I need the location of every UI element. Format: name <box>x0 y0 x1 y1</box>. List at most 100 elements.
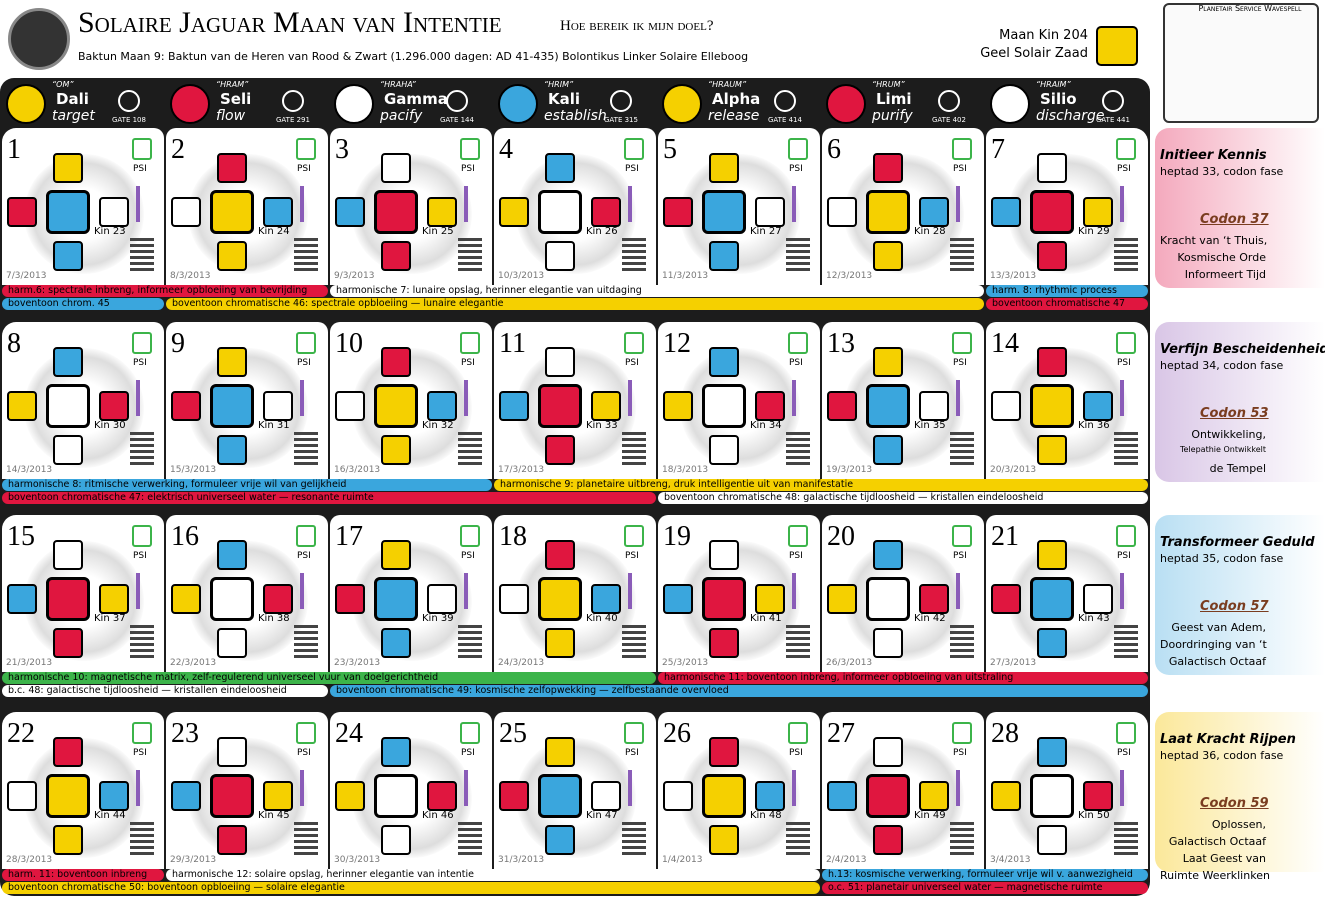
hexagram-line <box>622 444 646 447</box>
hexagram-line <box>786 238 810 241</box>
psi-label: PSI <box>625 164 639 174</box>
main-glyph <box>1030 190 1074 234</box>
hexagram-line <box>294 631 318 634</box>
glyph <box>381 241 411 271</box>
glyph <box>873 628 903 658</box>
day-action: target <box>52 108 95 124</box>
hexagram-line <box>458 432 482 435</box>
hexagram-line <box>458 840 482 843</box>
main-glyph <box>702 384 746 428</box>
codon-line: Ruimte Weerklinken <box>1160 869 1270 882</box>
hexagram-line <box>1114 649 1138 652</box>
glyph <box>381 540 411 570</box>
heptad-sub: heptad 34, codon fase <box>1160 359 1284 372</box>
hexagram-line <box>622 649 646 652</box>
psi-box <box>1116 332 1136 354</box>
psi-box <box>788 138 808 160</box>
codon-line: Telepathie Ontwikkelt <box>1180 445 1266 454</box>
rune <box>628 573 632 609</box>
main-glyph <box>1030 577 1074 621</box>
kin-label: Kin 50 <box>1078 810 1110 821</box>
harmonic-bar <box>2 492 656 504</box>
gate-icon <box>610 90 632 112</box>
hexagram-line <box>1114 438 1138 441</box>
harmonic-text: b.c. 48: galactische tijdloosheid — kris… <box>8 685 287 696</box>
hexagram-line <box>130 438 154 441</box>
psi-box <box>132 722 152 744</box>
psi-box <box>624 332 644 354</box>
glyph <box>381 347 411 377</box>
rune <box>300 770 304 806</box>
kin-label: Kin 47 <box>586 810 618 821</box>
kin-label: Kin 29 <box>1078 226 1110 237</box>
glyph <box>217 347 247 377</box>
main-glyph <box>46 190 90 234</box>
psi-label: PSI <box>953 358 967 368</box>
hexagram-line <box>786 456 810 459</box>
harmonic-text: harmonische 12: solaire opslag, herinner… <box>172 869 475 880</box>
harmonic-text: harmonische 11: boventoon inbreng, infor… <box>664 672 1014 683</box>
harmonic-text: harmonische 10: magnetische matrix, zelf… <box>8 672 439 683</box>
hexagram-line <box>1114 631 1138 634</box>
hexagram-line <box>950 834 974 837</box>
glyph <box>827 391 857 421</box>
main-glyph <box>210 384 254 428</box>
hexagram-line <box>622 250 646 253</box>
harmonic-bar <box>494 479 1148 491</box>
day-number: 18 <box>499 521 527 552</box>
hexagram-line <box>130 250 154 253</box>
harmonic-text: boventoon chrom. 45 <box>8 298 110 309</box>
hexagram-line <box>950 438 974 441</box>
day-number: 16 <box>171 521 199 552</box>
day-action: flow <box>216 108 246 124</box>
hexagram-line <box>950 262 974 265</box>
glyph <box>7 781 37 811</box>
date: 1/4/2013 <box>662 855 703 865</box>
glyph <box>1037 628 1067 658</box>
glyph <box>1037 737 1067 767</box>
hexagram-line <box>786 631 810 634</box>
codon-line: Galactisch Octaaf <box>1168 655 1266 668</box>
date: 3/4/2013 <box>990 855 1031 865</box>
date: 30/3/2013 <box>334 855 381 865</box>
day-number: 25 <box>499 718 527 749</box>
kin-label: Kin 37 <box>94 613 126 624</box>
glyph <box>663 391 693 421</box>
psi-label: PSI <box>461 164 475 174</box>
hexagram-line <box>130 852 154 855</box>
glyph <box>591 391 621 421</box>
hexagram-line <box>130 631 154 634</box>
day-number: 10 <box>335 328 363 359</box>
hexagram-line <box>294 250 318 253</box>
psi-label: PSI <box>297 748 311 758</box>
mantra: “HRUM” <box>872 80 905 89</box>
glyph <box>1037 347 1067 377</box>
day-number: 8 <box>7 328 21 359</box>
glyph <box>545 540 575 570</box>
heptad-sub: heptad 35, codon fase <box>1160 552 1284 565</box>
glyph <box>873 540 903 570</box>
hexagram-line <box>130 444 154 447</box>
hexagram-line <box>1114 238 1138 241</box>
day-action: establish <box>544 108 607 124</box>
hexagram-line <box>458 444 482 447</box>
harmonic-text: harmonische 9: planetaire uitbreng, druk… <box>500 479 854 490</box>
hexagram-line <box>294 456 318 459</box>
gate-icon <box>118 90 140 112</box>
date: 16/3/2013 <box>334 465 381 475</box>
rune <box>300 186 304 222</box>
gate: GATE 315 <box>604 116 638 124</box>
psi-box <box>296 722 316 744</box>
seal-icon <box>990 84 1030 124</box>
glyph <box>827 197 857 227</box>
kin-label: Kin 44 <box>94 810 126 821</box>
subtitle: Hoe bereik ik mijn doel? <box>560 18 714 34</box>
hexagram-line <box>130 649 154 652</box>
glyph <box>217 435 247 465</box>
harmonic-bar <box>822 882 1148 894</box>
day-number: 12 <box>663 328 691 359</box>
glyph <box>545 241 575 271</box>
day-name: Silio <box>1040 90 1077 108</box>
harmonic-bar <box>2 869 164 881</box>
hexagram-line <box>294 822 318 825</box>
